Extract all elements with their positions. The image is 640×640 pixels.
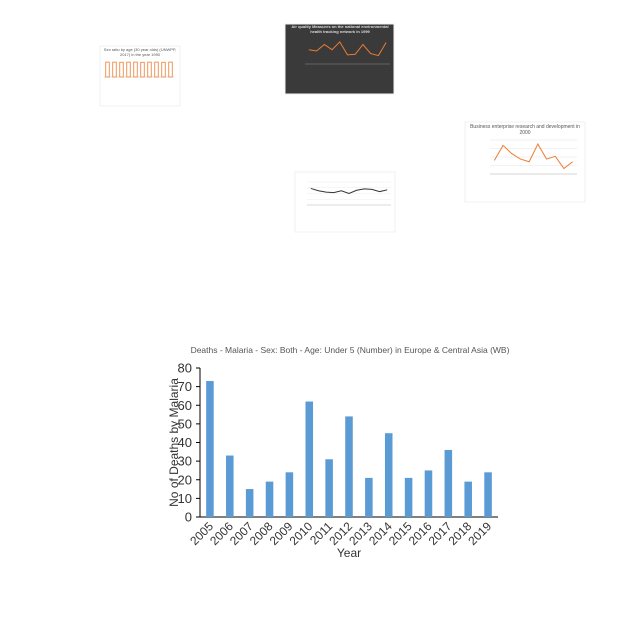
bar	[226, 455, 234, 517]
line-series	[493, 143, 573, 170]
chart-title: Air quality Measures on the national env…	[291, 24, 389, 34]
y-axis-label: No of Deaths by Malaria	[167, 378, 181, 507]
line-series	[308, 41, 387, 57]
bar	[112, 61, 117, 78]
bar	[154, 61, 159, 78]
bar	[325, 459, 333, 517]
bar	[285, 472, 294, 517]
bar	[133, 61, 138, 78]
chart-title: Business enterprise research and develop…	[470, 124, 580, 136]
bar	[245, 489, 254, 517]
chart-title: Deaths - Malaria - Sex: Both - Age: Unde…	[190, 345, 510, 355]
bar	[444, 449, 453, 517]
bar	[265, 481, 274, 517]
bar	[484, 472, 492, 517]
chart-title: Sex ratio by age (30 year olds) (UNWPP, …	[103, 47, 177, 57]
bar	[119, 61, 124, 78]
y-tick-label: 80	[178, 361, 192, 376]
thumbnail-frame	[464, 121, 586, 203]
y-tick-label: 10	[178, 491, 192, 506]
bar	[305, 401, 314, 517]
bar	[384, 433, 393, 517]
y-tick-label: 40	[178, 435, 192, 450]
thumbnail-frame	[294, 171, 396, 233]
bar	[147, 61, 152, 78]
y-tick-label: 0	[185, 510, 192, 525]
bar	[404, 477, 413, 517]
bar	[126, 61, 131, 78]
bar	[161, 61, 166, 78]
bar	[168, 61, 173, 78]
y-tick-label: 70	[178, 379, 192, 394]
bar	[464, 481, 472, 517]
bar	[345, 416, 353, 517]
bar	[105, 61, 110, 78]
y-tick-label: 50	[178, 416, 192, 431]
line-series	[310, 187, 388, 195]
bar	[424, 470, 433, 517]
x-axis-label: Year	[337, 546, 361, 560]
x-tick-label: 2019	[465, 519, 494, 548]
bar	[365, 477, 373, 517]
y-tick-label: 60	[178, 398, 192, 413]
bar	[206, 381, 214, 517]
y-tick-label: 20	[178, 472, 192, 487]
y-tick-label: 30	[178, 454, 192, 469]
bar	[140, 61, 145, 78]
thumbnail-frame	[284, 23, 395, 95]
